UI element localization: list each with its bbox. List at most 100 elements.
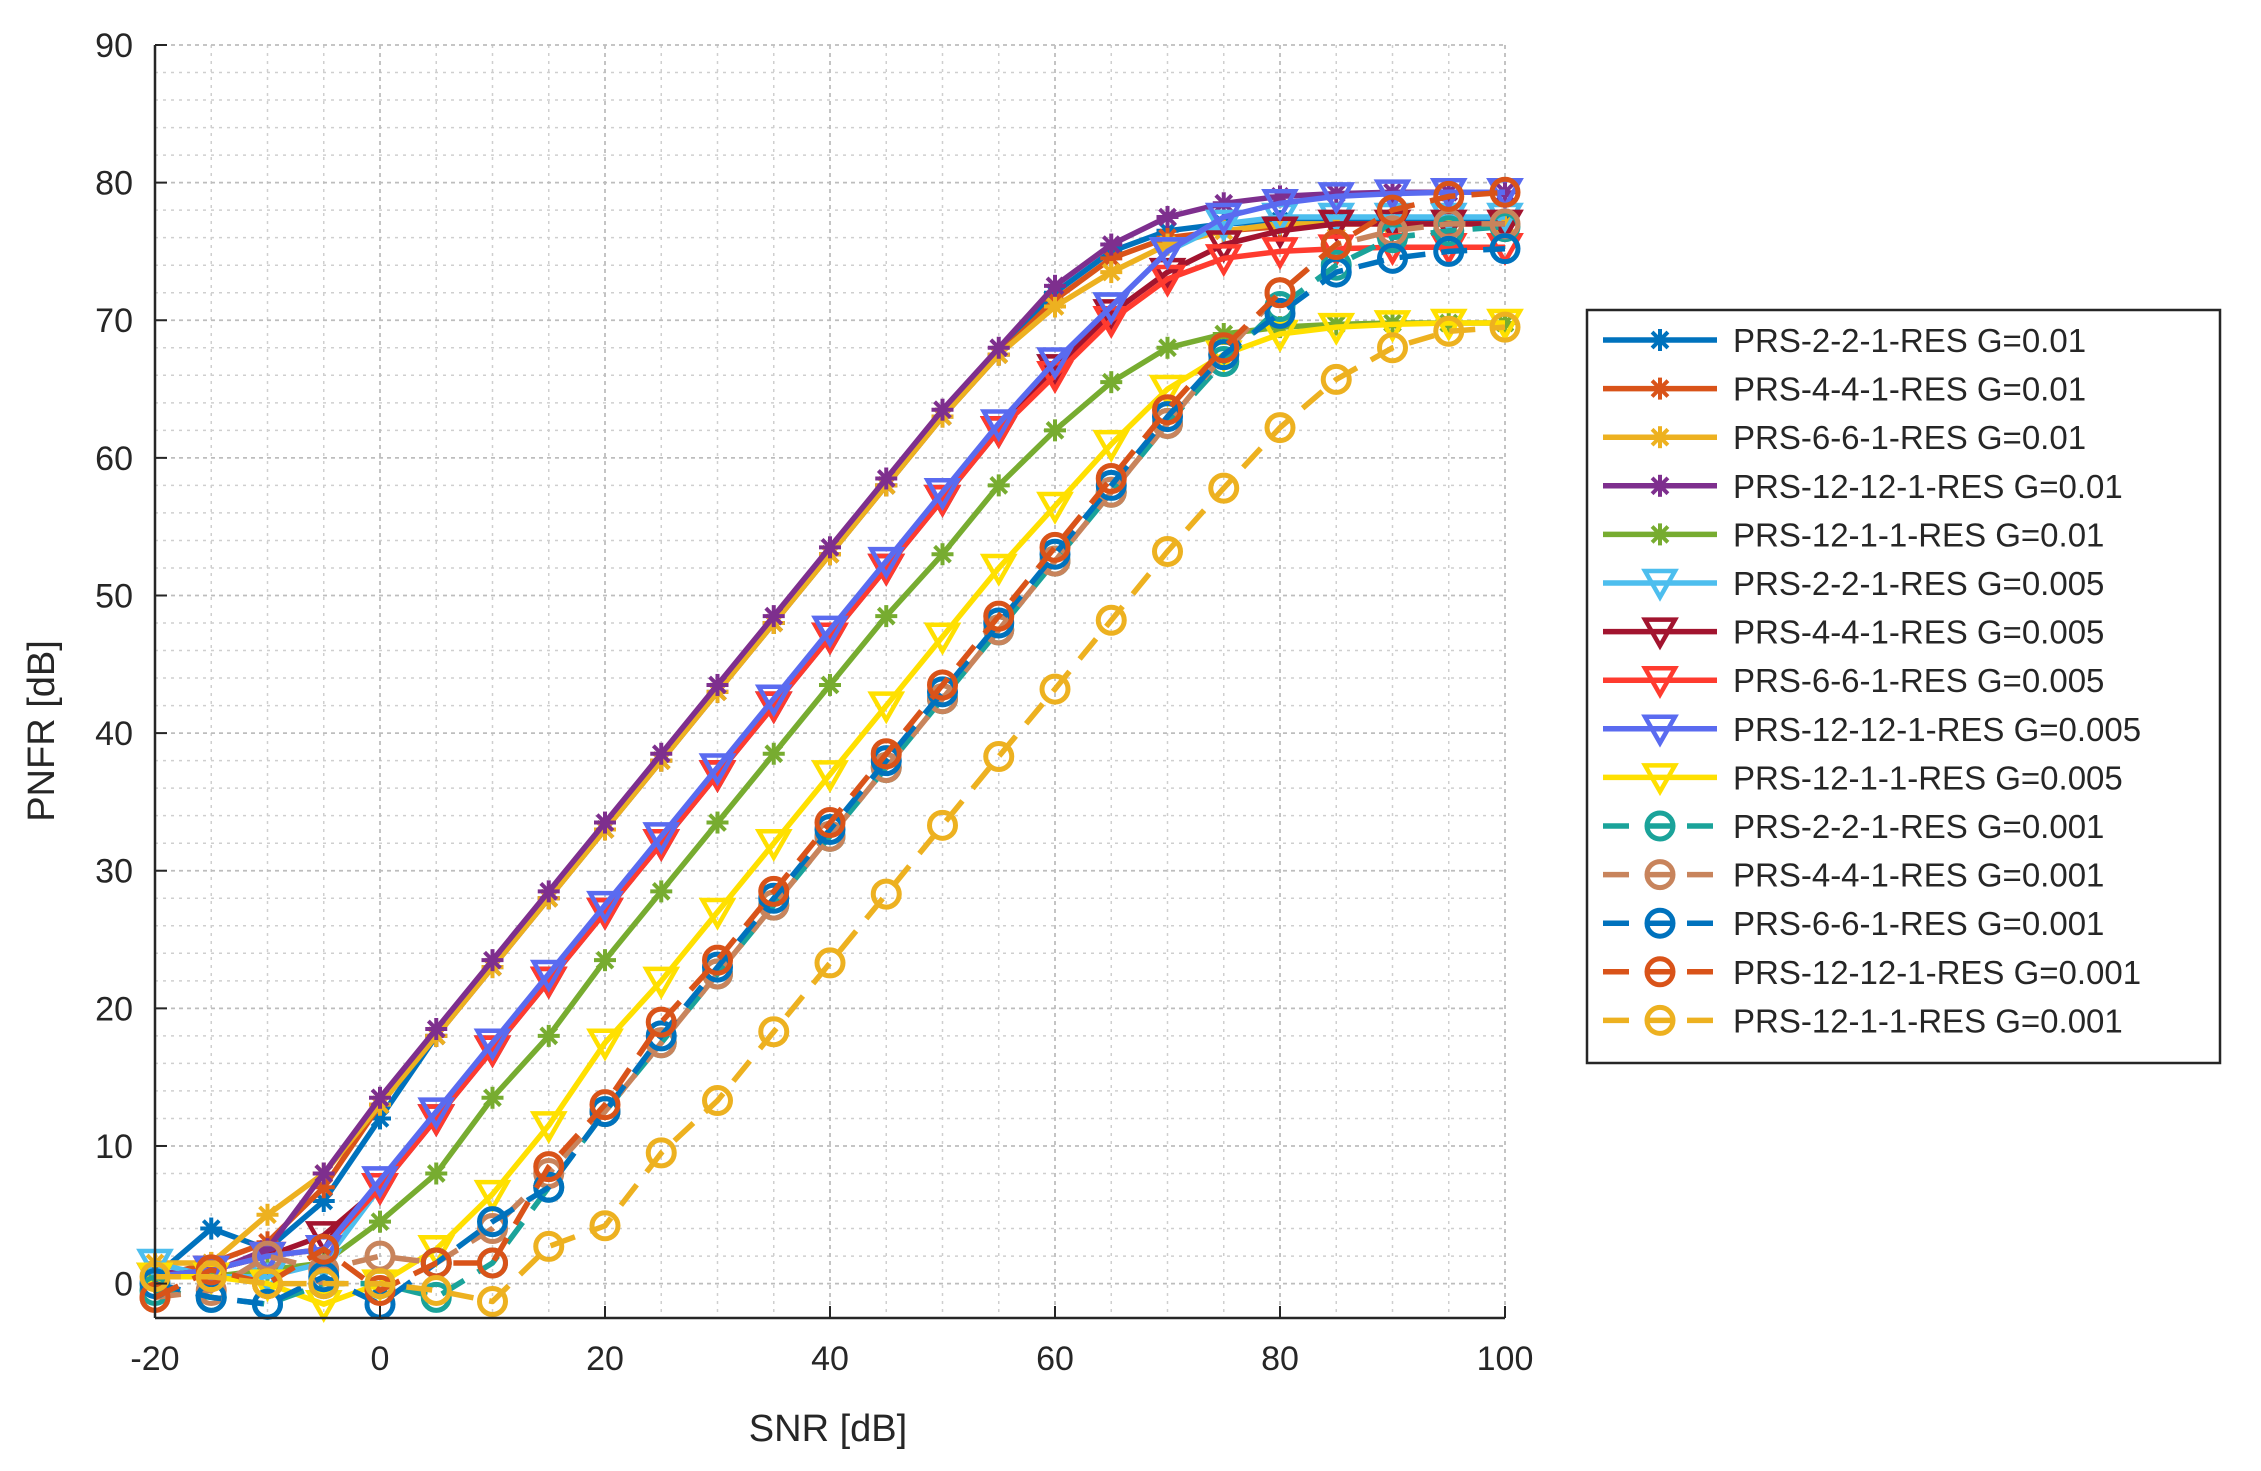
data-point [1204,209,1243,243]
data-point [1433,235,1465,267]
x-axis-label: SNR [dB] [749,1408,907,1450]
series-line [154,244,1505,1280]
data-point [1036,347,1074,381]
data-point [589,1089,621,1121]
data-point [650,742,673,765]
data-point [1100,233,1123,256]
legend-item: PRS-2-2-1-RES G=0.01 [1603,322,2086,359]
data-point [1489,176,1521,208]
data-point [1156,206,1179,229]
data-point [923,622,962,656]
data-point [308,1268,340,1300]
data-point [762,605,785,628]
data-point [1095,604,1127,636]
data-point [650,880,673,903]
legend-marker [1641,617,1679,651]
data-point [1377,242,1408,274]
data-point [811,615,849,649]
data-point [1156,336,1179,359]
legend-item: PRS-6-6-1-RES G=0.01 [1603,419,2086,456]
data-point [200,1217,223,1240]
data-point [758,1016,790,1048]
data-point [481,949,504,972]
data-point [754,828,793,862]
data-point [1429,308,1468,342]
y-tick-label: 80 [95,165,133,203]
data-point [702,944,733,976]
legend-label: PRS-2-2-1-RES G=0.01 [1733,322,2086,359]
legend-label: PRS-4-4-1-RES G=0.01 [1733,371,2086,408]
data-point [586,1028,624,1062]
data-point [1261,189,1299,223]
data-point [1261,237,1299,271]
x-tick-label: 100 [1477,1340,1534,1378]
data-point [983,741,1015,773]
data-point [1264,297,1296,329]
data-point [417,1097,456,1131]
legend-marker [1641,714,1679,748]
legend-marker [1641,568,1679,602]
legend-item: PRS-12-1-1-RES G=0.01 [1603,516,2104,553]
legend-label: PRS-4-4-1-RES G=0.001 [1733,857,2104,894]
legend-label: PRS-12-1-1-RES G=0.005 [1733,759,2123,796]
x-tick-label: -20 [130,1340,179,1378]
legend-item: PRS-12-12-1-RES G=0.01 [1603,468,2123,505]
y-tick-label: 70 [95,302,133,340]
data-point [762,742,785,765]
y-axis-label: PNFR [dB] [21,640,63,822]
y-tick-label: 30 [95,853,133,891]
y-tick-label: 10 [95,1128,133,1166]
data-point [1433,180,1465,212]
data-point [1264,412,1296,444]
data-point [983,600,1015,632]
x-tick-label: 0 [371,1340,390,1378]
legend-marker [1649,474,1671,497]
data-point [1320,229,1352,261]
data-point [304,1289,343,1324]
data-point [1152,394,1183,426]
data-point [1264,277,1296,309]
tick-labels: -20 0 20 40 60 80 100 0 10 20 30 40 50 60 70 80 90 [95,27,1533,1378]
data-point [1092,292,1131,326]
data-point [1486,308,1524,342]
legend-marker [1644,1004,1676,1036]
data-point [1204,244,1243,278]
data-point [870,878,902,910]
data-point [927,669,958,701]
data-point [1373,310,1412,344]
y-tick-label: 20 [95,990,133,1028]
data-point [252,1268,283,1300]
data-point [195,1261,227,1293]
data-point [369,1210,391,1233]
legend-marker [1641,665,1679,699]
data-point [533,1230,565,1262]
data-point [754,684,793,718]
data-point [473,1179,512,1213]
data-point [1044,295,1066,318]
legend-label: PRS-2-2-1-RES G=0.001 [1733,808,2104,845]
data-point [758,875,790,907]
data-point [1489,311,1521,343]
data-point [1100,371,1123,394]
data-point [529,1111,568,1145]
data-point [811,760,849,794]
legend-label: PRS-12-1-1-RES G=0.01 [1733,516,2104,553]
data-point [645,1006,677,1038]
axes [153,44,1506,1320]
data-point [477,1206,508,1238]
data-point [1044,274,1066,297]
data-point [533,1151,565,1183]
data-point [819,673,841,696]
data-point [698,753,737,787]
data-point [867,546,906,580]
data-point [1433,315,1465,347]
data-point [256,1203,279,1226]
legend-item: PRS-12-1-1-RES G=0.001 [1603,1002,2123,1039]
data-point [867,691,906,725]
data-point [645,1137,677,1169]
y-tick-label: 40 [95,715,133,753]
data-point [1039,673,1071,705]
series-line [154,189,1505,1280]
data-point [1317,202,1356,236]
